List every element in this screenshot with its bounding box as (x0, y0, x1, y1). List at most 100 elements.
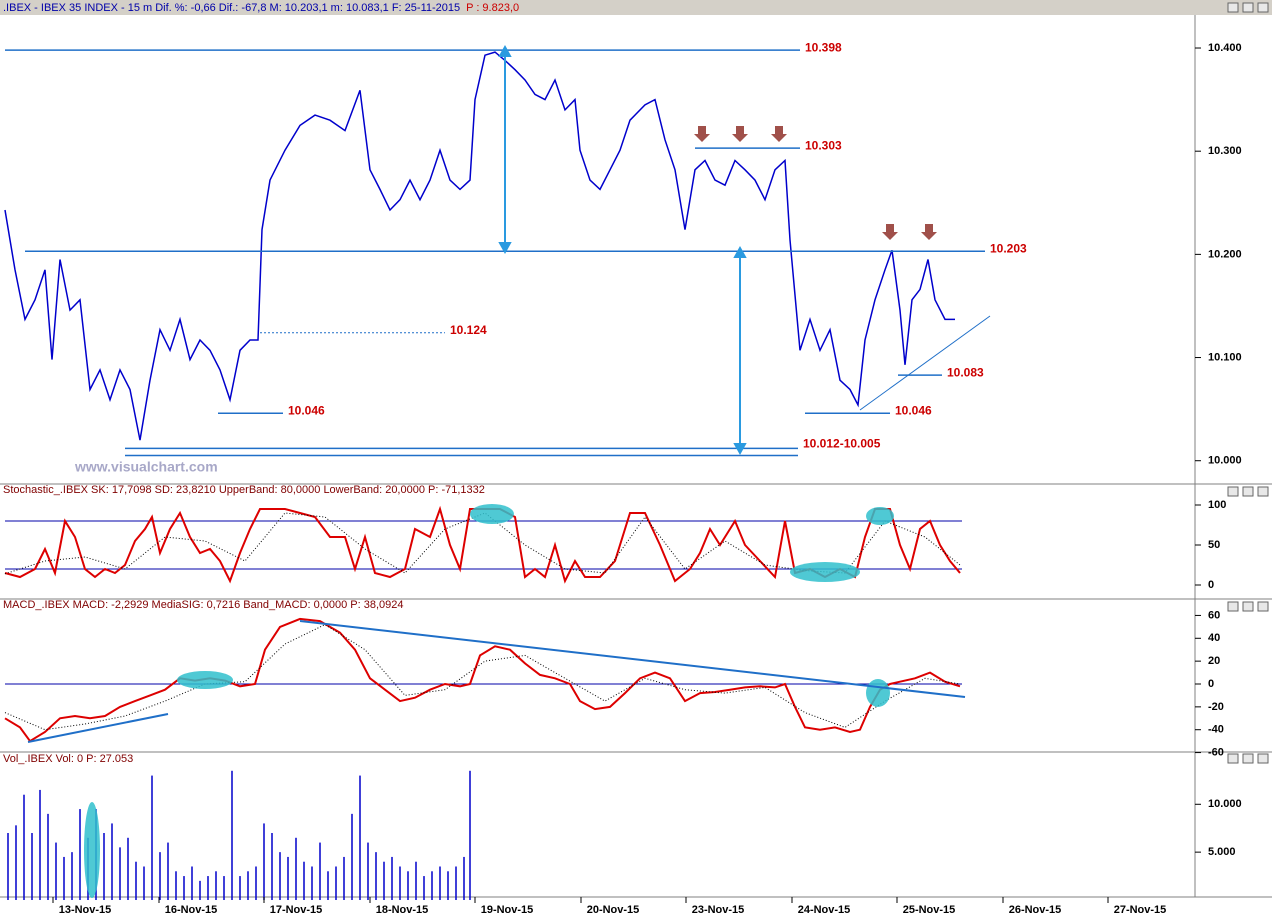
volume-bar (295, 837, 297, 900)
volume-bar (191, 866, 193, 900)
header-text: .IBEX - IBEX 35 INDEX - 15 m Dif. %: -0,… (3, 2, 460, 14)
trend-line (859, 315, 991, 411)
down-arrow (771, 126, 787, 142)
volume-bar (367, 842, 369, 900)
volume-bar (423, 876, 425, 900)
frame (0, 15, 1272, 898)
button[interactable] (1242, 601, 1254, 612)
level-label: 10.203 (990, 241, 1027, 255)
volume-bar (127, 837, 129, 900)
button[interactable] (1242, 486, 1254, 497)
button[interactable] (1257, 601, 1269, 612)
down-arrow (921, 224, 937, 240)
volume-bar (311, 866, 313, 900)
down-arrow (694, 126, 710, 142)
trend-line (299, 620, 966, 698)
volume-bar (439, 866, 441, 900)
volume-bar (207, 876, 209, 900)
button[interactable] (1227, 601, 1239, 612)
volume-bar (351, 813, 353, 900)
volume-bar (159, 852, 161, 900)
button[interactable] (1227, 753, 1239, 764)
volume-bar (199, 880, 201, 900)
button[interactable] (1227, 2, 1239, 13)
volume-bar (255, 866, 257, 900)
volume-bar (343, 856, 345, 900)
level-label: 10.046 (288, 403, 325, 417)
volume-bar (55, 842, 57, 900)
y-tick-label: -60 (1208, 746, 1224, 758)
volume-bar (175, 871, 177, 900)
volume-bar (375, 852, 377, 900)
panel-title: MACD_.IBEX MACD: -2,2929 MediaSIG: 0,721… (3, 599, 404, 611)
x-tick-label: 16-Nov-15 (165, 904, 218, 916)
highlight (470, 504, 514, 524)
y-tick-label: 10.000 (1208, 798, 1242, 810)
volume-bar (359, 775, 361, 900)
y-tick-label: -20 (1208, 701, 1224, 713)
volume-bar (263, 823, 265, 900)
highlight (866, 679, 890, 707)
header: .IBEX - IBEX 35 INDEX - 15 m Dif. %: -0,… (3, 2, 519, 14)
window-buttons[interactable] (1227, 2, 1269, 764)
y-tick-label: 10.100 (1208, 351, 1242, 363)
button[interactable] (1227, 486, 1239, 497)
panel-title: Stochastic_.IBEX SK: 17,7098 SD: 23,8210… (3, 484, 485, 496)
volume-bar (71, 852, 73, 900)
volume-bar (47, 813, 49, 900)
button[interactable] (1257, 2, 1269, 13)
volume-bar (455, 866, 457, 900)
button[interactable] (1242, 753, 1254, 764)
volume-bar (391, 856, 393, 900)
trend-line (27, 713, 169, 743)
x-tick-label: 20-Nov-15 (587, 904, 640, 916)
y-tick-label: 10.000 (1208, 455, 1242, 467)
y-tick-label: 5.000 (1208, 846, 1236, 858)
volume-bar (183, 876, 185, 900)
level-label: 10.303 (805, 138, 842, 152)
volume-bar (247, 871, 249, 900)
volume-bar (335, 866, 337, 900)
volume-bar (111, 823, 113, 900)
indicator-line (4, 617, 961, 743)
volume-bar (63, 856, 65, 900)
watermark: www.visualchart.com (74, 459, 218, 475)
volume-bar (103, 833, 105, 900)
highlight (177, 671, 233, 689)
level-label: 10.398 (805, 40, 842, 54)
volume-bar (79, 809, 81, 900)
panel-title: Vol_.IBEX Vol: 0 P: 27.053 (3, 753, 133, 765)
x-tick-label: 23-Nov-15 (692, 904, 745, 916)
button[interactable] (1242, 2, 1254, 13)
header-bar (0, 0, 1272, 15)
level-label: 10.124 (450, 323, 487, 337)
volume-bar (215, 871, 217, 900)
volume-bar (135, 861, 137, 900)
y-tick-label: 20 (1208, 655, 1220, 667)
y-tick-label: 0 (1208, 678, 1214, 690)
volume-bar (231, 770, 233, 900)
volume-bar (223, 876, 225, 900)
y-tick-label: 100 (1208, 499, 1226, 511)
highlight (866, 507, 894, 525)
x-tick-label: 13-Nov-15 (59, 904, 112, 916)
down-arrow (732, 126, 748, 142)
volume-bar (23, 794, 25, 900)
x-tick-label: 19-Nov-15 (481, 904, 534, 916)
button[interactable] (1257, 753, 1269, 764)
volume-bar (415, 861, 417, 900)
down-arrow (882, 224, 898, 240)
x-tick-label: 18-Nov-15 (376, 904, 429, 916)
drawings (84, 44, 991, 898)
volume-bar (7, 833, 9, 900)
x-tick-label: 27-Nov-15 (1114, 904, 1167, 916)
volume-bar (151, 775, 153, 900)
arrow-head (498, 44, 512, 255)
highlight (84, 802, 100, 898)
volume-bar (271, 833, 273, 900)
x-tick-label: 26-Nov-15 (1009, 904, 1062, 916)
volume-bar (407, 871, 409, 900)
button[interactable] (1257, 486, 1269, 497)
